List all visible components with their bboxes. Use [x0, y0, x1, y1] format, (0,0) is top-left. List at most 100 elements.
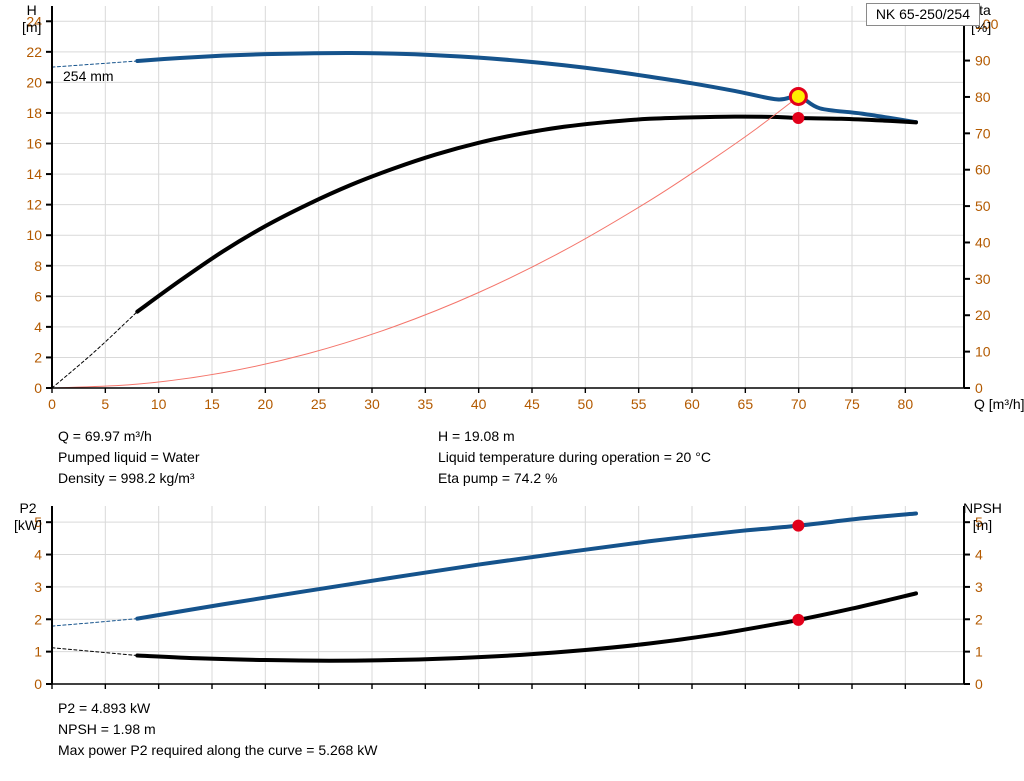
right-axis-ticks: 0 1 2 3 4 5: [964, 514, 983, 692]
tick-label-x: 75: [844, 396, 860, 412]
info-pumped-liquid: Pumped liquid = Water: [58, 449, 200, 465]
impeller-diameter-label: 254 mm: [63, 68, 114, 84]
tick-label-right: 10: [975, 344, 991, 360]
tick-label-right: 5: [975, 514, 983, 530]
tick-label-left: 4: [34, 319, 42, 335]
tick-label-right: 2: [975, 611, 983, 627]
tick-label-x: 80: [898, 396, 914, 412]
tick-label-right: 0: [975, 676, 983, 692]
tick-label-x: 65: [738, 396, 754, 412]
head-axis-caption: H [m]: [22, 2, 41, 36]
tick-label-left: 12: [26, 197, 42, 213]
tick-label-right: 90: [975, 53, 991, 69]
duty-info-right-column: H = 19.08 m Liquid temperature during op…: [438, 426, 711, 489]
info-density: Density = 998.2 kg/m³: [58, 470, 195, 486]
head-axis-name: H: [26, 2, 37, 18]
x-axis-label: Q [m³/h]: [974, 396, 1024, 412]
head-efficiency-svg: 0246810121416182022240102030405060708090…: [26, 6, 1024, 412]
power-axis-caption: P2 [kW]: [14, 500, 42, 534]
power-npsh-svg: 0 1 2 3 4 5 0 1 2 3 4 5: [34, 506, 983, 692]
curve-efficiency-extrapolated: [51, 311, 138, 389]
tick-label-left: 6: [34, 288, 42, 304]
tick-label-x: 55: [631, 396, 647, 412]
tick-label-x: 45: [524, 396, 540, 412]
tick-label-right: 4: [975, 547, 983, 563]
power-npsh-chart: 0 1 2 3 4 5 0 1 2 3 4 5: [0, 498, 1024, 696]
info-head: H = 19.08 m: [438, 428, 515, 444]
tick-label-right: 20: [975, 307, 991, 323]
tick-label-right: 1: [975, 644, 983, 660]
duty-point-power[interactable]: [792, 519, 805, 532]
axis-lines: [51, 506, 965, 685]
axis-lines: [51, 6, 965, 389]
power-axis-unit: [kW]: [14, 517, 42, 533]
tick-label-left: 20: [26, 74, 42, 90]
tick-label-x: 20: [258, 396, 274, 412]
left-axis-ticks: 0 1 2 3 4 5: [34, 514, 52, 692]
tick-label-x: 0: [48, 396, 56, 412]
tick-label-left: 14: [26, 166, 42, 182]
tick-label-left: 10: [26, 227, 42, 243]
tick-label-right: 80: [975, 89, 991, 105]
tick-label-left: 0: [34, 380, 42, 396]
tick-label-left: 0: [34, 676, 42, 692]
plot-background: [52, 6, 964, 388]
curve-system-curve: [51, 95, 800, 389]
markers-group: [792, 519, 805, 626]
pump-model-badge: NK 65-250/254: [865, 3, 980, 26]
grid-lines: [51, 506, 964, 684]
power-axis-name: P2: [19, 500, 37, 516]
tick-label-left: 2: [34, 611, 42, 627]
tick-label-right: 50: [975, 198, 991, 214]
tick-label-right: 100: [975, 16, 999, 32]
tick-label-x: 60: [684, 396, 700, 412]
tick-label-right: 70: [975, 125, 991, 141]
duty-point-npsh[interactable]: [792, 613, 805, 626]
npsh-axis-name: NPSH: [963, 500, 1002, 516]
tick-label-left: 1: [34, 644, 42, 660]
tick-label-right: 30: [975, 271, 991, 287]
info-flow: Q = 69.97 m³/h: [58, 428, 152, 444]
tick-label-right: 0: [975, 380, 983, 396]
info-liquid-temperature: Liquid temperature during operation = 20…: [438, 449, 711, 465]
info-p2: P2 = 4.893 kW: [58, 700, 151, 716]
duty-point-efficiency[interactable]: [792, 112, 805, 125]
tick-label-x: 35: [418, 396, 434, 412]
duty-point-head[interactable]: [788, 86, 808, 106]
tick-label-x: 30: [364, 396, 380, 412]
tick-label-right: 60: [975, 162, 991, 178]
tick-label-left: 22: [26, 44, 42, 60]
right-axis-ticks: 0 10 20 30 40 50 60 70 80 90 100: [964, 16, 999, 396]
tick-label-left: 3: [34, 579, 42, 595]
duty-point-info: Q = 69.97 m³/h Pumped liquid = Water Den…: [0, 426, 1024, 492]
tick-label-right: 3: [975, 579, 983, 595]
markers-group: [788, 86, 808, 125]
power-info: P2 = 4.893 kW NPSH = 1.98 m Max power P2…: [0, 698, 1024, 768]
tick-label-left: 18: [26, 105, 42, 121]
x-axis-ticks: [51, 684, 907, 689]
head-axis-unit: [m]: [22, 19, 42, 35]
tick-label-left: 24: [26, 13, 42, 29]
tick-label-x: 10: [151, 396, 167, 412]
tick-label-x: 40: [471, 396, 487, 412]
x-axis-ticks: 0 5 10 15 20 25 30 35 40 45 50 55 60 65 70 75 80 Q [m³/h]: [48, 388, 1024, 412]
npsh-axis-unit: [m]: [972, 517, 993, 533]
head-efficiency-chart: 0 2 4 6 8 10 12 14 16 18 20 22 24 0 10 20 30 40 50 60 70 80 90…: [26, 6, 1024, 412]
tick-label-x: 5: [101, 396, 109, 412]
duty-info-left-column: Q = 69.97 m³/h Pumped liquid = Water Den…: [58, 426, 200, 489]
tick-label-x: 50: [578, 396, 594, 412]
tick-label-x: 70: [791, 396, 807, 412]
tick-label-left: 16: [26, 136, 42, 152]
tick-label-left: 4: [34, 547, 42, 563]
tick-label-left: 8: [34, 258, 42, 274]
npsh-axis-caption: NPSH [m]: [963, 500, 1002, 534]
tick-label-left: 5: [34, 514, 42, 530]
power-info-column: P2 = 4.893 kW NPSH = 1.98 m Max power P2…: [58, 698, 377, 761]
info-eta-pump: Eta pump = 74.2 %: [438, 470, 558, 486]
info-max-power: Max power P2 required along the curve = …: [58, 742, 378, 758]
tick-label-x: 25: [311, 396, 327, 412]
grid-lines: [51, 6, 964, 388]
tick-label-x: 15: [204, 396, 220, 412]
